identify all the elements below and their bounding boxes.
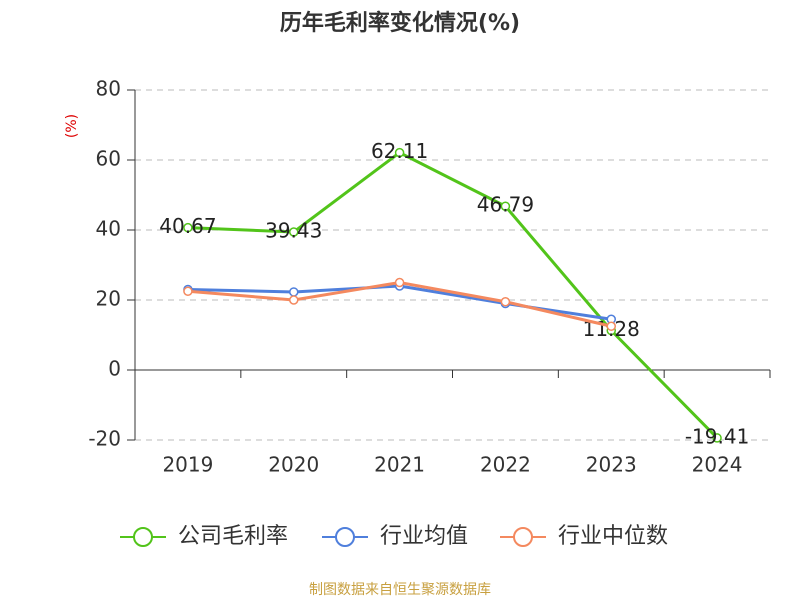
- x-tick-label: 2023: [586, 453, 637, 477]
- y-tick-label: 80: [96, 77, 121, 101]
- legend-marker: [133, 527, 153, 547]
- y-tick-label: 20: [96, 287, 121, 311]
- series-line: [187, 150, 719, 439]
- y-tick-label: 0: [108, 357, 121, 381]
- legend-label: 行业均值: [380, 524, 468, 549]
- point: [500, 297, 511, 307]
- data-label: -19.41: [685, 424, 749, 448]
- x-tick-label: 2022: [480, 453, 531, 477]
- x-tick-label: 2020: [268, 453, 319, 477]
- data-label: 46.79: [477, 193, 534, 217]
- chart-title: 历年毛利率变化情况(%): [280, 10, 520, 36]
- legend-label: 公司毛利率: [178, 524, 288, 549]
- legend-marker: [335, 527, 355, 547]
- x-tick-label: 2019: [162, 453, 213, 477]
- data-label: 40.67: [159, 214, 216, 238]
- point: [394, 147, 405, 158]
- data-label: 62.11: [371, 139, 428, 163]
- y-tick-label: 60: [96, 147, 121, 171]
- y-axis-label: (%): [64, 114, 80, 138]
- point: [289, 295, 299, 305]
- series-line: [187, 284, 612, 321]
- x-tick-label: 2024: [692, 453, 743, 477]
- point: [500, 201, 511, 211]
- source-note: 制图数据来自恒生聚源数据库: [309, 582, 491, 598]
- legend-label: 行业中位数: [558, 524, 668, 549]
- point: [394, 277, 405, 288]
- x-tick-label: 2021: [374, 453, 425, 477]
- point: [606, 321, 616, 331]
- point: [289, 227, 299, 237]
- point: [183, 222, 193, 233]
- point: [289, 287, 299, 297]
- y-tick-label: 40: [96, 217, 121, 241]
- legend-marker: [513, 527, 533, 547]
- y-tick-label: -20: [88, 427, 121, 451]
- point: [712, 433, 722, 443]
- point: [183, 286, 193, 296]
- data-label: 39.43: [265, 218, 322, 242]
